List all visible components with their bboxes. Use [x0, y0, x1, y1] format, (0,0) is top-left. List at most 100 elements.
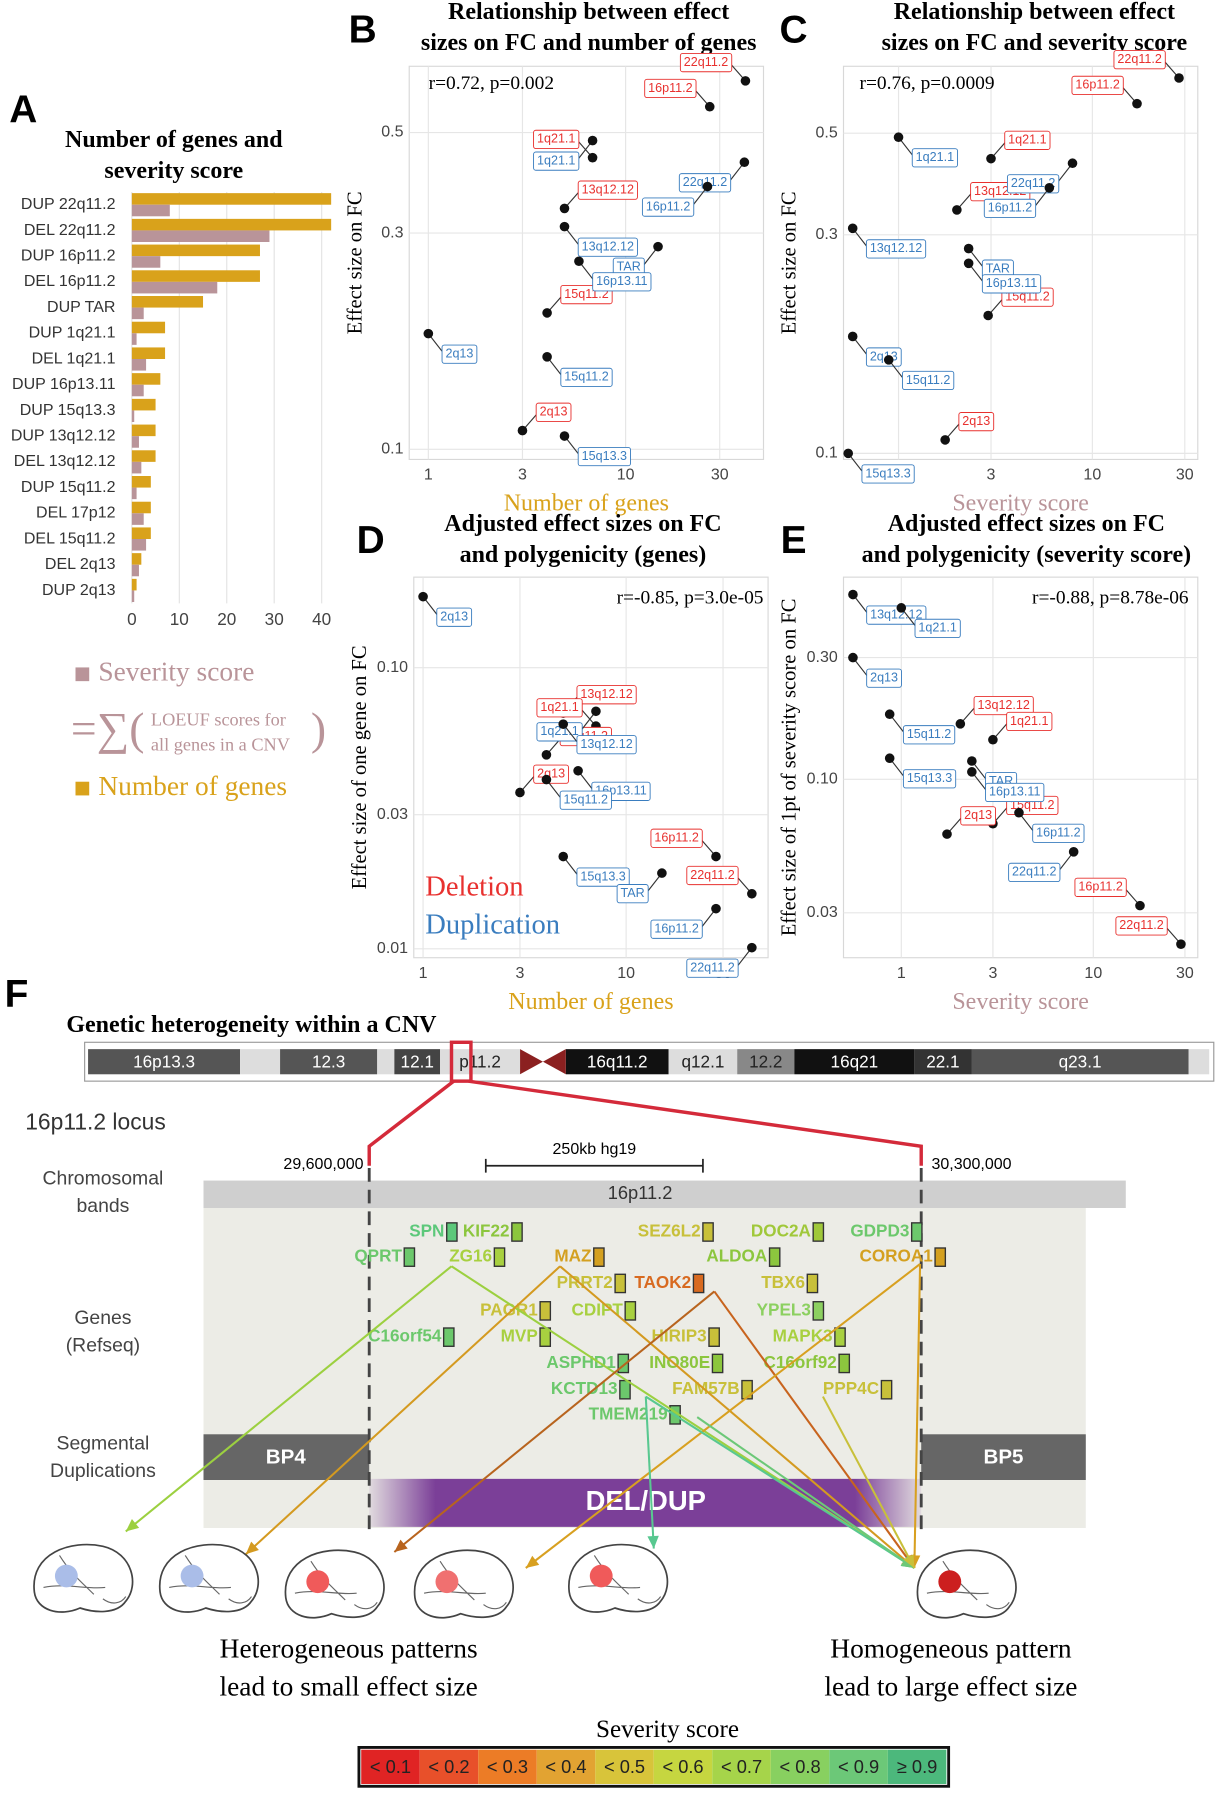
point-label-group: 2q13	[522, 402, 572, 431]
coordinate: 30,300,000	[931, 1156, 1011, 1173]
brain-region	[589, 1564, 613, 1588]
ideogram-label: q12.1	[681, 1051, 724, 1071]
label-box	[960, 806, 996, 826]
panel-letter: C	[779, 8, 807, 51]
label-box	[616, 884, 649, 904]
point	[541, 774, 552, 785]
point-label: TAR	[617, 260, 641, 274]
panel-letter: E	[781, 519, 807, 562]
label-box	[1115, 916, 1168, 936]
severity-bin	[478, 1749, 537, 1784]
point-label-group: 16p11.2	[1074, 877, 1141, 907]
gene-name: DOC2A	[751, 1221, 811, 1241]
arrow	[393, 1290, 716, 1553]
chart-title: and polygenicity (severity score)	[862, 542, 1192, 568]
chart-title: Adjusted effect sizes on FC	[444, 511, 721, 537]
point	[884, 753, 895, 764]
bar	[131, 424, 156, 437]
point-label: 16p13.11	[596, 274, 647, 288]
severity-bin-label: ≥ 0.9	[897, 1756, 938, 1777]
gene-name: QPRT	[354, 1246, 402, 1266]
point-label-group: 16p11.2	[983, 187, 1050, 218]
point	[542, 352, 552, 362]
bar	[131, 578, 137, 591]
ideogram-band	[440, 1049, 521, 1075]
arrow	[245, 1265, 561, 1556]
x-tick-label: 10	[170, 609, 189, 629]
gene-box	[702, 1222, 714, 1242]
point-label: 15q11.2	[564, 792, 608, 806]
locus-label: 16p11.2 locus	[25, 1108, 166, 1134]
ideogram-band	[88, 1049, 241, 1075]
x-tick-label: 10	[1084, 965, 1102, 982]
point-label: 13q12.12	[580, 737, 632, 751]
track-label: Chromosomal	[43, 1168, 164, 1190]
gene-box	[442, 1327, 455, 1347]
ideogram-label: 22.1	[926, 1051, 959, 1071]
band-bar	[203, 1180, 1126, 1208]
x-tick-label: 3	[988, 965, 997, 982]
point	[952, 205, 962, 215]
ideogram-band	[1188, 1049, 1210, 1075]
point	[574, 256, 584, 267]
gene-box	[593, 1247, 605, 1267]
severity-bin-label: < 0.6	[662, 1756, 703, 1777]
point	[843, 448, 854, 459]
point-label: 1q21.1	[537, 153, 575, 167]
bar	[131, 590, 135, 602]
point	[558, 719, 569, 729]
label-box	[686, 958, 739, 978]
y-tick-label: 0.30	[807, 649, 838, 666]
ideogram-label: 16q21	[831, 1051, 879, 1071]
bar	[131, 461, 142, 474]
point	[739, 157, 750, 168]
arrow-head	[525, 1555, 540, 1568]
point	[1174, 73, 1184, 83]
y-tick-label: DUP TAR	[47, 299, 115, 316]
label-box	[560, 367, 613, 387]
x-tick-label: 1	[419, 965, 428, 982]
panel-title: Genetic heterogeneity within a CNV	[66, 1012, 437, 1038]
x-tick-label: 10	[617, 965, 635, 982]
gene-box	[692, 1273, 705, 1294]
gene-box	[624, 1301, 637, 1321]
point-label-group: 13q12.12	[562, 723, 637, 755]
label-box	[641, 197, 695, 217]
point	[963, 258, 974, 269]
bar	[131, 193, 332, 205]
point-label: 2q13	[445, 347, 473, 361]
gene-box	[910, 1222, 923, 1242]
point-label-group: 15q11.2	[545, 779, 612, 810]
y-tick-label: 0.5	[381, 124, 403, 141]
brain	[159, 1543, 260, 1613]
label-box	[1004, 130, 1051, 150]
gene-name: PPP4C	[823, 1378, 879, 1398]
point-label: 16p11.2	[1075, 78, 1119, 92]
point-label: 2q13	[962, 414, 990, 428]
chart-title: Adjusted effect sizes on FC	[888, 511, 1165, 537]
point-label: 16p13.11	[986, 276, 1037, 290]
point-label-group: 16p13.11	[578, 260, 652, 292]
severity-bin	[536, 1749, 596, 1784]
x-axis-title: Number of genes	[508, 989, 673, 1015]
ideogram-band	[737, 1049, 795, 1075]
x-tick-label: 3	[516, 965, 525, 982]
point	[541, 750, 552, 760]
arrow	[125, 1265, 453, 1533]
point-label-group: 16p11.2	[1018, 812, 1085, 843]
point	[747, 942, 757, 953]
point-label: 22q11.2	[1011, 176, 1055, 190]
point-label: 13q12.12	[582, 240, 634, 254]
y-tick-label: DUP 13q12.12	[11, 428, 116, 445]
point	[848, 589, 858, 600]
gene-name: INO80E	[649, 1352, 710, 1372]
point-label: 22q11.2	[1117, 52, 1161, 66]
bar	[131, 373, 161, 385]
ideogram-label: 12.2	[749, 1051, 782, 1071]
label-box	[577, 237, 638, 257]
point-label: TAR	[621, 886, 645, 900]
label-box	[576, 685, 637, 705]
y-tick-label: DUP 22q11.2	[21, 196, 116, 213]
point-label-group: 13q12.12	[959, 695, 1034, 725]
